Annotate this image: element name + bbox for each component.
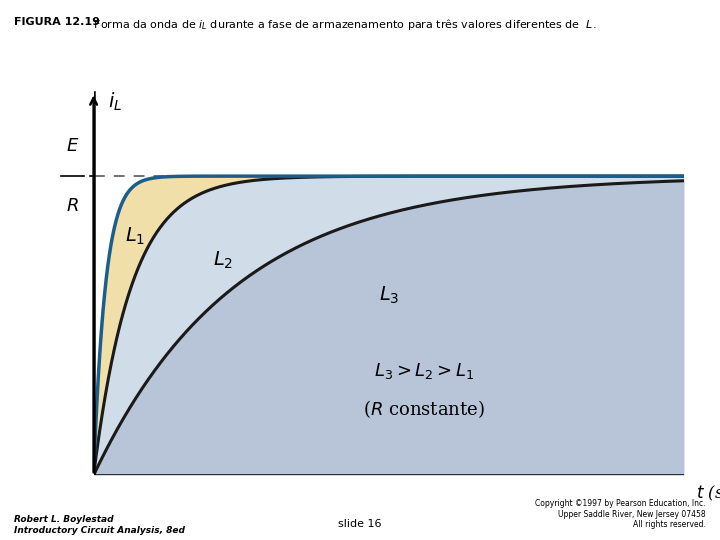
Text: $L_2$: $L_2$: [213, 249, 233, 271]
Text: $R$: $R$: [66, 197, 78, 215]
Text: $L_3$: $L_3$: [379, 285, 399, 306]
Text: $L_1$: $L_1$: [125, 225, 145, 247]
Text: $L_3 > L_2 > L_1$: $L_3 > L_2 > L_1$: [374, 361, 474, 381]
Text: $t$ (s): $t$ (s): [696, 483, 720, 503]
Text: Forma da onda de $i_L$ durante a fase de armazenamento para três valores diferen: Forma da onda de $i_L$ durante a fase de…: [83, 17, 596, 32]
Text: FIGURA 12.19: FIGURA 12.19: [14, 17, 100, 28]
Text: Copyright ©1997 by Pearson Education, Inc.
Upper Saddle River, New Jersey 07458
: Copyright ©1997 by Pearson Education, In…: [535, 500, 706, 529]
Text: $E$: $E$: [66, 137, 79, 155]
Text: ($R$ constante): ($R$ constante): [363, 399, 485, 420]
Text: slide 16: slide 16: [338, 519, 382, 529]
Text: Introductory Circuit Analysis, 8ed: Introductory Circuit Analysis, 8ed: [14, 525, 186, 535]
Text: $i_L$: $i_L$: [108, 90, 122, 112]
Text: Robert L. Boylestad: Robert L. Boylestad: [14, 515, 114, 524]
